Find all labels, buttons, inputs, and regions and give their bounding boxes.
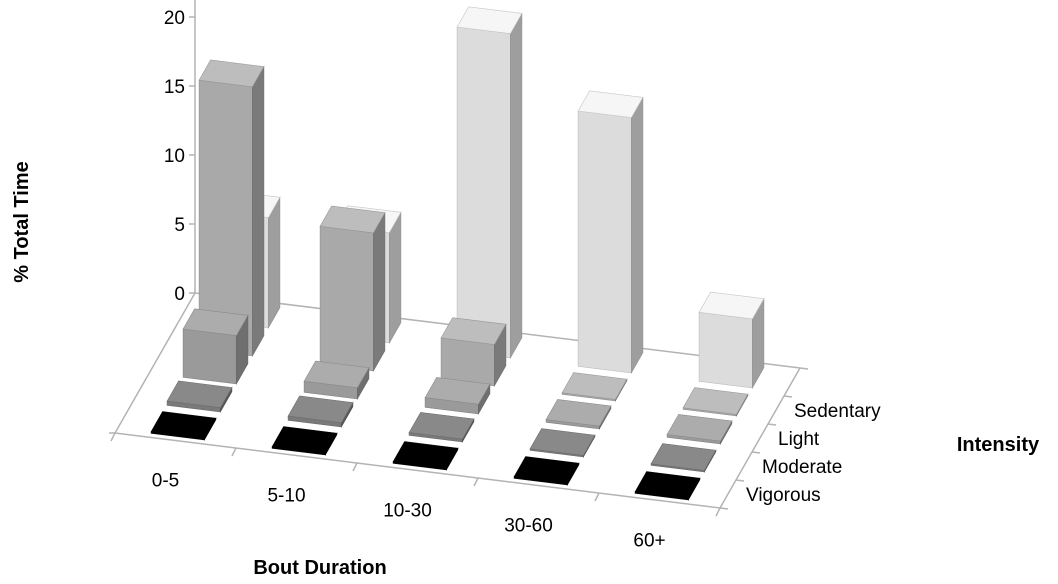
- bar-top-face: [529, 428, 596, 456]
- y-axis-title: % Total Time: [11, 161, 33, 283]
- x-tick-label: 60+: [633, 531, 665, 552]
- bar: [166, 380, 233, 414]
- z-tick: [719, 507, 729, 510]
- bar-front-face: [456, 26, 511, 359]
- bar-top-face: [650, 443, 717, 471]
- bar: [698, 291, 765, 390]
- bar-side-face: [373, 211, 386, 373]
- z-tick: [767, 423, 777, 426]
- bar: [650, 443, 717, 474]
- bar: [408, 412, 475, 444]
- y-tick-label: 10: [164, 146, 185, 167]
- bar-front-face: [440, 337, 495, 387]
- bars: [150, 6, 765, 502]
- bar-top-face: [545, 399, 612, 427]
- x-tick: [594, 492, 600, 502]
- z-tick: [783, 395, 793, 398]
- bar: [271, 426, 338, 457]
- z-tick: [751, 451, 761, 454]
- bar-top-face: [561, 372, 628, 400]
- bar-top-face: [698, 291, 765, 320]
- y-tick-label: 20: [164, 8, 185, 29]
- bar: [561, 372, 628, 403]
- bar-top-face: [424, 377, 491, 405]
- x-axis-title: Bout Duration: [253, 557, 386, 579]
- bar-top-face: [198, 59, 265, 88]
- bar: [529, 428, 596, 459]
- x-tick: [231, 447, 237, 457]
- bar-front-face: [182, 328, 237, 385]
- x-tick-label: 0-5: [152, 471, 179, 492]
- bar-side-face: [252, 65, 265, 358]
- bar: [577, 90, 644, 375]
- x-tick-label: 5-10: [267, 486, 305, 507]
- bar-top-face: [287, 395, 354, 424]
- x-tick: [352, 462, 358, 472]
- x-tick-label: 10-30: [383, 501, 432, 522]
- bar: [287, 395, 354, 429]
- bar-top-face: [408, 412, 475, 440]
- bar-top-face: [634, 471, 701, 499]
- bar: [392, 441, 459, 472]
- floor-outline: [113, 292, 801, 509]
- bar: [424, 377, 491, 416]
- bar-front-face: [698, 311, 753, 389]
- bar-top-face: [271, 426, 338, 454]
- bar: [198, 59, 265, 358]
- bar-top-face: [513, 456, 580, 484]
- z-tick-label: Vigorous: [746, 485, 821, 506]
- bar: [456, 6, 523, 360]
- z-tick: [799, 367, 809, 370]
- bar-top-face: [319, 205, 386, 234]
- y-tick-label: 0: [174, 284, 185, 305]
- x-tick: [473, 477, 479, 487]
- bar-top-face: [303, 360, 370, 389]
- z-tick-label: Moderate: [762, 457, 842, 478]
- bar-side-face: [389, 211, 402, 345]
- bar: [666, 414, 733, 446]
- bar-top-face: [182, 308, 249, 336]
- bar: [513, 456, 580, 487]
- bar-top-face: [666, 414, 733, 442]
- tick-labels: 0510152025300-55-1010-3030-6060+Vigorous…: [152, 8, 881, 552]
- z-tick: [735, 479, 745, 482]
- bar-top-face: [577, 90, 644, 118]
- bar-side-face: [631, 96, 644, 375]
- bar: [440, 317, 507, 388]
- bar-side-face: [510, 12, 523, 360]
- bar: [682, 387, 749, 418]
- z-tick-label: Sedentary: [794, 401, 881, 422]
- x-tick-label: 30-60: [504, 516, 553, 537]
- bar-top-face: [166, 380, 233, 409]
- y-tick-label: 5: [174, 215, 185, 236]
- x-tick: [715, 507, 721, 517]
- bar-top-face: [150, 411, 217, 439]
- z-tick-label: Light: [778, 429, 820, 450]
- bar: [319, 205, 386, 373]
- bar: [634, 471, 701, 502]
- z-axis-title: Intensity: [957, 434, 1040, 456]
- bar: [545, 399, 612, 431]
- bar-front-face: [319, 225, 374, 372]
- bar: [303, 360, 370, 401]
- bar-top-face: [456, 6, 523, 34]
- x-tick: [110, 432, 116, 442]
- y-tick-label: 15: [164, 77, 185, 98]
- bar-front-face: [577, 110, 632, 374]
- bar-top-face: [440, 317, 507, 345]
- bar: [182, 308, 249, 386]
- bar-side-face: [268, 196, 281, 330]
- bar-top-face: [682, 387, 749, 415]
- bar: [150, 411, 217, 442]
- bar-top-face: [392, 441, 459, 469]
